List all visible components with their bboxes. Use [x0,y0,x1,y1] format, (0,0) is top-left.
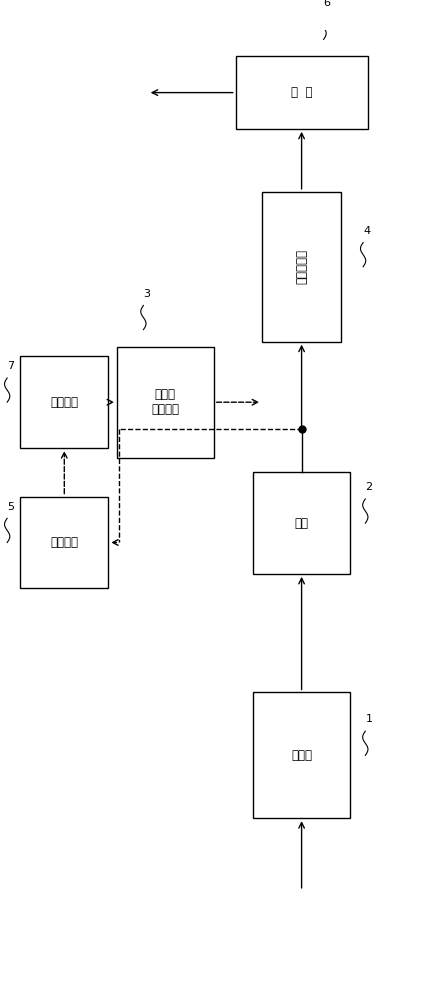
Text: 活性炭
供给装置: 活性炭 供给装置 [151,388,179,416]
Text: 3: 3 [143,289,150,299]
Text: 1: 1 [365,714,372,724]
Text: 烟  囱: 烟 囱 [291,86,312,99]
Text: 2: 2 [365,482,372,492]
Bar [20,497,108,588]
Bar [236,56,368,129]
Text: 6: 6 [324,0,331,8]
Text: 4: 4 [363,226,370,236]
Text: 5: 5 [7,502,14,512]
Bar [117,347,214,458]
Bar [253,692,350,818]
Text: 袋式集尘器: 袋式集尘器 [295,249,308,284]
Text: 汞浓度计: 汞浓度计 [50,536,78,549]
Text: 锅炉: 锅炉 [295,517,308,530]
Bar [262,192,341,342]
Text: 7: 7 [7,361,14,371]
Bar [253,472,350,574]
Text: 焚烧炉: 焚烧炉 [291,749,312,762]
Bar [20,356,108,448]
Text: 控制装置: 控制装置 [50,396,78,409]
